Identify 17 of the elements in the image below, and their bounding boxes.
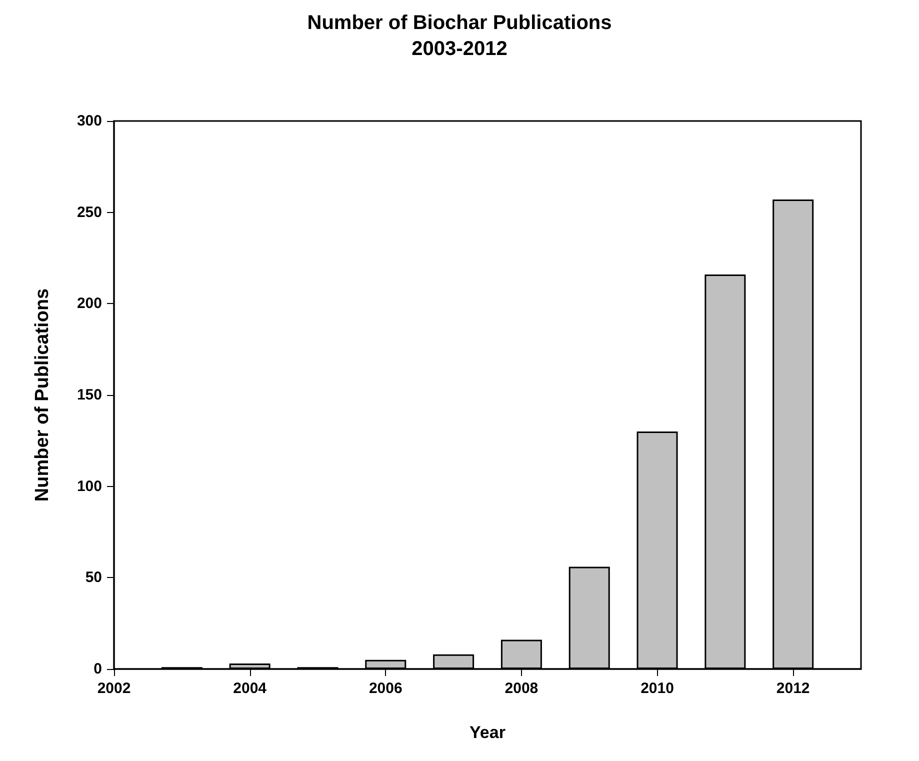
y-tick-label: 0 bbox=[94, 660, 102, 678]
y-tick-label: 100 bbox=[76, 478, 102, 495]
x-tick-label: 2002 bbox=[97, 680, 131, 697]
x-tick-label: 2012 bbox=[776, 680, 810, 697]
chart-subtitle: 2003-2012 bbox=[412, 38, 508, 60]
y-tick-label: 50 bbox=[85, 569, 102, 586]
x-tick-label: 2004 bbox=[233, 680, 268, 697]
y-axis-title: Number of Publications bbox=[32, 288, 53, 502]
y-tick-label: 250 bbox=[76, 204, 102, 221]
y-tick-label: 300 bbox=[76, 112, 102, 130]
x-axis-title: Year bbox=[470, 723, 506, 742]
y-tick-label: 200 bbox=[76, 295, 102, 312]
y-tick-label: 150 bbox=[76, 386, 102, 404]
x-tick-label: 2010 bbox=[640, 680, 674, 697]
x-tick-label: 2006 bbox=[368, 680, 402, 697]
x-tick-label: 2008 bbox=[504, 680, 538, 697]
chart-title: Number of Biochar Publications bbox=[307, 12, 612, 34]
